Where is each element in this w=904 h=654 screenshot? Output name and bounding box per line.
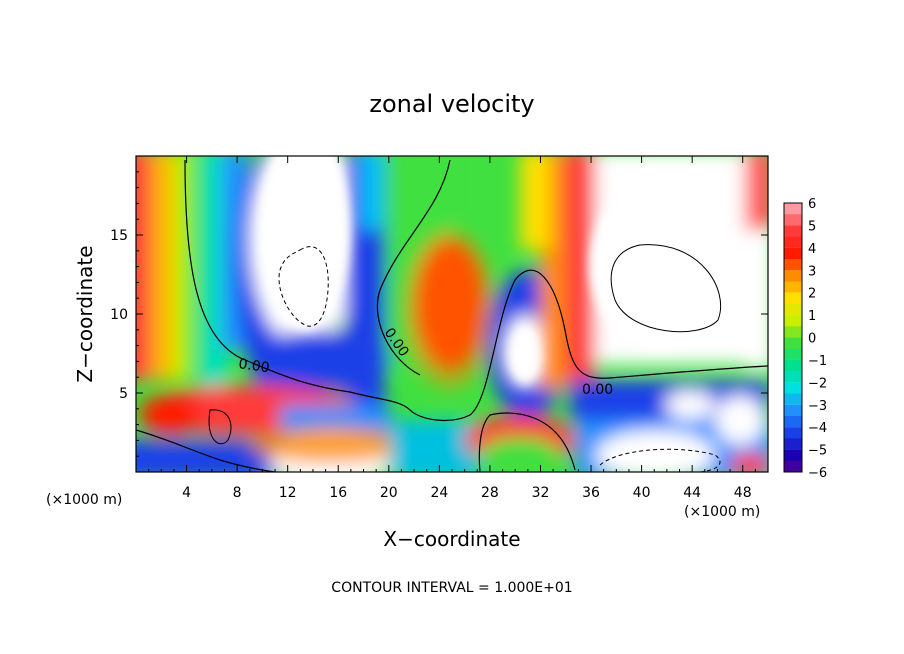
x-axis-label: X−coordinate — [383, 527, 520, 551]
y-tick-label: 15 — [110, 228, 128, 244]
x-unit-right: (×1000 m) — [684, 504, 760, 520]
colorbar-label: −1 — [808, 354, 827, 369]
colorbar-swatch-blend — [784, 214, 802, 226]
colorbar-swatch-blend — [784, 259, 802, 271]
colorbar-label: 3 — [808, 264, 816, 279]
colorbar-swatch-blend — [784, 281, 802, 293]
colorbar-swatch-blend — [784, 326, 802, 338]
x-tick-label: 28 — [481, 485, 499, 501]
contour-label: 0.00 — [582, 382, 613, 398]
x-axis: 4 8 12 16 20 24 28 32 36 40 44 48 — [148, 156, 756, 501]
colorbar-label: 4 — [808, 242, 816, 257]
x-tick-label: 4 — [182, 485, 191, 501]
contour-lines — [136, 159, 768, 472]
x-tick-label: 12 — [279, 485, 297, 501]
colorbar-swatch-blend — [784, 460, 802, 472]
colorbar-label: 0 — [808, 332, 816, 347]
colorbar-label: −3 — [808, 399, 827, 414]
x-tick-label: 48 — [734, 485, 752, 501]
y-axis-label: Z−coordinate — [73, 245, 97, 382]
x-tick-label: 24 — [430, 485, 448, 501]
colorbar: 6 5 4 3 2 1 0 −1 −2 −3 −4 −5 −6 — [783, 197, 827, 481]
x-tick-label: 40 — [633, 485, 651, 501]
y-tick-label: 5 — [119, 386, 128, 402]
colorbar-label: 1 — [808, 309, 816, 324]
y-axis: 5 10 15 — [110, 171, 768, 457]
colorbar-swatch-blend — [784, 371, 802, 383]
colorbar-swatch-blend — [784, 415, 802, 428]
x-tick-label: 36 — [582, 485, 600, 501]
colorbar-swatch-blend — [784, 348, 802, 360]
contour-label: 0.00 — [237, 356, 270, 376]
colorbar-swatch-blend — [784, 236, 802, 248]
colorbar-label: −5 — [808, 444, 827, 459]
contour-interval-note: CONTOUR INTERVAL = 1.000E+01 — [331, 580, 572, 596]
heatmap-field — [136, 156, 768, 472]
colorbar-label: −6 — [808, 466, 827, 481]
chart-title: zonal velocity — [369, 90, 534, 118]
colorbar-swatch-blend — [784, 393, 802, 405]
x-tick-label: 8 — [233, 485, 242, 501]
colorbar-label: 2 — [808, 287, 816, 302]
x-tick-label: 16 — [329, 485, 347, 501]
colorbar-frame — [783, 202, 803, 473]
colorbar-label: 5 — [808, 219, 816, 234]
x-tick-label: 32 — [532, 485, 550, 501]
x-tick-label: 20 — [380, 485, 398, 501]
y-tick-label: 10 — [110, 307, 128, 323]
colorbar-label: −2 — [808, 376, 827, 391]
colorbar-label: −4 — [808, 421, 827, 436]
colorbar-label: 6 — [808, 197, 816, 212]
colorbar-swatch-blend — [784, 303, 802, 316]
x-unit-left: (×1000 m) — [46, 492, 122, 508]
colorbar-swatch-blend — [784, 438, 802, 450]
x-tick-label: 44 — [683, 485, 701, 501]
